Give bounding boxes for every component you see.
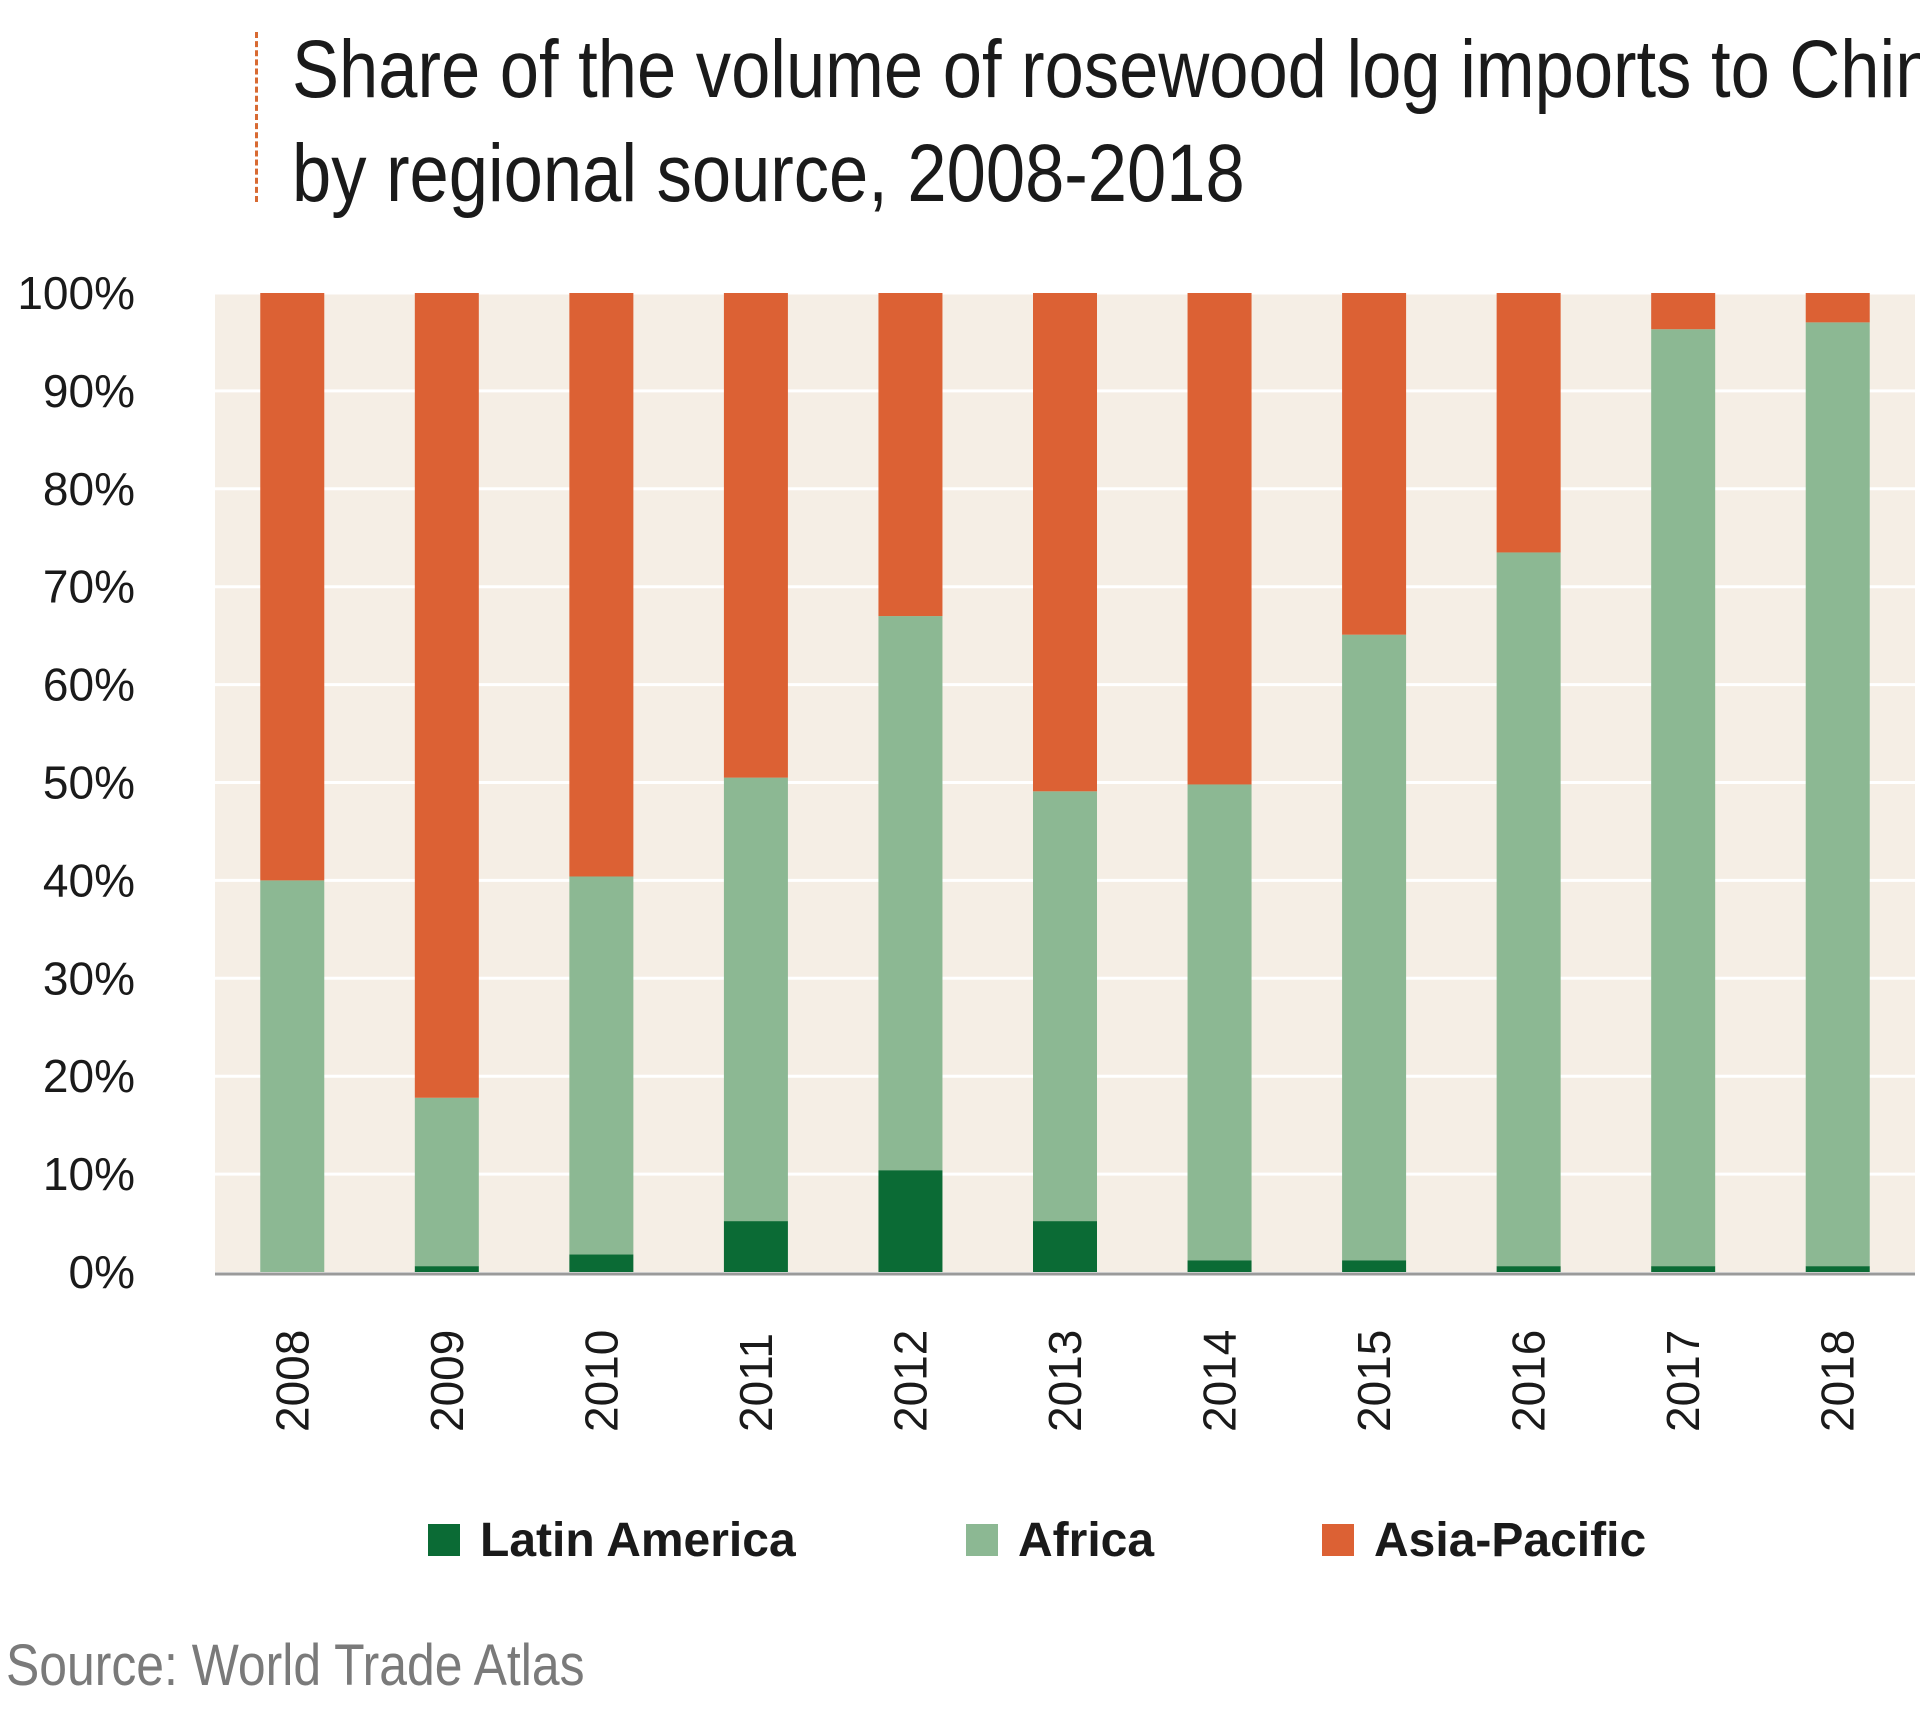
y-tick-label: 10% <box>43 1148 135 1200</box>
legend-label-latin-america: Latin America <box>480 1513 796 1567</box>
bar-africa-2014 <box>1187 784 1252 1261</box>
title-accent-line <box>255 32 258 202</box>
legend-swatch-asia-pacific <box>1322 1524 1354 1556</box>
legend-item-latin-america: Latin America <box>428 1510 796 1570</box>
y-tick-label: 80% <box>43 463 135 515</box>
bar-latin-america-2017 <box>1651 1266 1716 1272</box>
y-tick-label: 30% <box>43 952 135 1004</box>
stacked-bar-chart: 0% 10% 20% 30% 40% 50% 60% 70% 80% 90% 100% 2008 200… <box>17 267 1915 1432</box>
y-tick-label: 100% <box>17 267 135 319</box>
chart-legend: Latin America Africa Asia-Pacific <box>0 1510 1920 1570</box>
y-tick-label: 40% <box>43 854 135 906</box>
chart-title-line-2: by regional source, 2008-2018 <box>292 128 1245 219</box>
bar-africa-2011 <box>723 777 788 1222</box>
bar-asia-pacific-2010 <box>569 293 634 877</box>
x-tick-label: 2016 <box>1503 1330 1555 1432</box>
bar-asia-pacific-2017 <box>1651 293 1716 330</box>
legend-label-asia-pacific: Asia-Pacific <box>1374 1513 1647 1567</box>
bar-latin-america-2016 <box>1496 1266 1561 1272</box>
y-tick-label: 0% <box>69 1246 135 1298</box>
legend-swatch-africa <box>966 1524 998 1556</box>
legend-item-africa: Africa <box>966 1510 1154 1570</box>
bar-latin-america-2010 <box>569 1254 634 1272</box>
y-tick-label: 60% <box>43 659 135 711</box>
bar-africa-2015 <box>1342 634 1407 1261</box>
bar-latin-america-2015 <box>1342 1260 1407 1272</box>
y-tick-label: 70% <box>43 561 135 613</box>
x-tick-label: 2014 <box>1194 1330 1246 1432</box>
bar-africa-2018 <box>1805 322 1870 1267</box>
bar-latin-america-2012 <box>878 1170 943 1272</box>
bar-asia-pacific-2009 <box>414 293 479 1098</box>
y-tick-label: 90% <box>43 365 135 417</box>
x-tick-label: 2012 <box>884 1330 936 1432</box>
x-tick-label: 2017 <box>1657 1330 1709 1432</box>
y-tick-label: 20% <box>43 1050 135 1102</box>
chart-title: Share of the volume of rosewood log impo… <box>292 18 1920 226</box>
bar-africa-2016 <box>1496 552 1561 1267</box>
bar-asia-pacific-2012 <box>878 293 943 617</box>
bar-africa-2008 <box>260 880 325 1272</box>
x-tick-label: 2015 <box>1348 1330 1400 1432</box>
x-tick-label: 2010 <box>575 1330 627 1432</box>
x-tick-label: 2018 <box>1812 1330 1864 1432</box>
bar-latin-america-2018 <box>1805 1266 1870 1272</box>
bar-africa-2013 <box>1033 791 1097 1222</box>
bar-asia-pacific-2011 <box>723 293 788 778</box>
bar-asia-pacific-2008 <box>260 293 325 881</box>
bar-africa-2010 <box>569 876 634 1255</box>
legend-label-africa: Africa <box>1018 1513 1155 1567</box>
x-tick-label: 2013 <box>1039 1330 1091 1432</box>
bar-latin-america-2014 <box>1187 1260 1252 1272</box>
bar-asia-pacific-2015 <box>1342 293 1407 635</box>
bar-africa-2017 <box>1651 329 1716 1267</box>
source-note: Source: World Trade Atlas <box>6 1633 585 1698</box>
bar-asia-pacific-2018 <box>1805 293 1870 323</box>
bar-africa-2009 <box>414 1097 479 1267</box>
bar-latin-america-2011 <box>723 1221 788 1272</box>
legend-swatch-latin-america <box>428 1524 460 1556</box>
x-tick-label: 2009 <box>421 1330 473 1432</box>
y-tick-label: 50% <box>43 757 135 809</box>
bar-asia-pacific-2014 <box>1187 293 1252 785</box>
x-tick-label: 2008 <box>266 1330 318 1432</box>
bar-africa-2012 <box>878 616 943 1171</box>
x-tick-label: 2011 <box>730 1333 782 1432</box>
legend-item-asia-pacific: Asia-Pacific <box>1322 1510 1646 1570</box>
chart-title-line-1: Share of the volume of rosewood log impo… <box>292 24 1920 115</box>
bar-asia-pacific-2016 <box>1496 293 1561 553</box>
bar-asia-pacific-2013 <box>1033 293 1097 792</box>
bar-latin-america-2013 <box>1033 1221 1097 1272</box>
bar-latin-america-2009 <box>414 1266 479 1272</box>
